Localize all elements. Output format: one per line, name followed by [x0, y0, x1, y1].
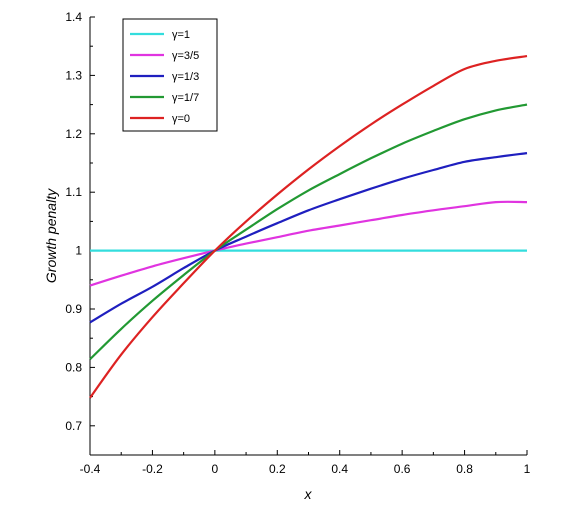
x-axis-title: x	[304, 486, 313, 502]
x-tick-label: 0.8	[456, 462, 473, 476]
y-tick-label: 0.8	[65, 360, 82, 374]
legend-label: γ=1/7	[172, 92, 199, 104]
x-tick-label: 0	[212, 462, 219, 476]
x-tick-label: 0.4	[331, 462, 348, 476]
series-line-1	[89, 200, 528, 287]
axes: 0.7 0.8 0.9 1 1.1 1.2 1.3 1.4 -0.4 -0.2 0 0.2 0.4 0.6…	[65, 10, 530, 476]
legend-label: γ=1	[172, 29, 190, 41]
legend: γ=1 γ=3/5 γ=1/3 γ=1/7 γ=0	[122, 18, 218, 132]
y-tick-label: 1.4	[65, 10, 82, 24]
y-tick-label: 0.7	[65, 419, 82, 433]
legend-label: γ=3/5	[172, 50, 199, 62]
series-layer	[89, 55, 528, 399]
series-line-2	[89, 152, 528, 324]
x-tick-label: -0.4	[80, 462, 101, 476]
legend-label: γ=1/3	[172, 71, 199, 83]
legend-label: γ=0	[172, 113, 190, 125]
x-tick-label: 1	[524, 462, 531, 476]
y-tick-label: 0.9	[65, 302, 82, 316]
y-axis-title: Growth penalty	[43, 188, 59, 283]
y-tick-label: 1	[75, 244, 82, 258]
y-tick-label: 1.2	[65, 127, 82, 141]
y-tick-label: 1.3	[65, 68, 82, 82]
x-tick-label: 0.2	[269, 462, 286, 476]
x-tick-label: 0.6	[394, 462, 411, 476]
series-line-4	[89, 55, 528, 399]
series-line-3	[89, 103, 528, 360]
y-tick-label: 1.1	[65, 185, 82, 199]
x-tick-label: -0.2	[142, 462, 163, 476]
